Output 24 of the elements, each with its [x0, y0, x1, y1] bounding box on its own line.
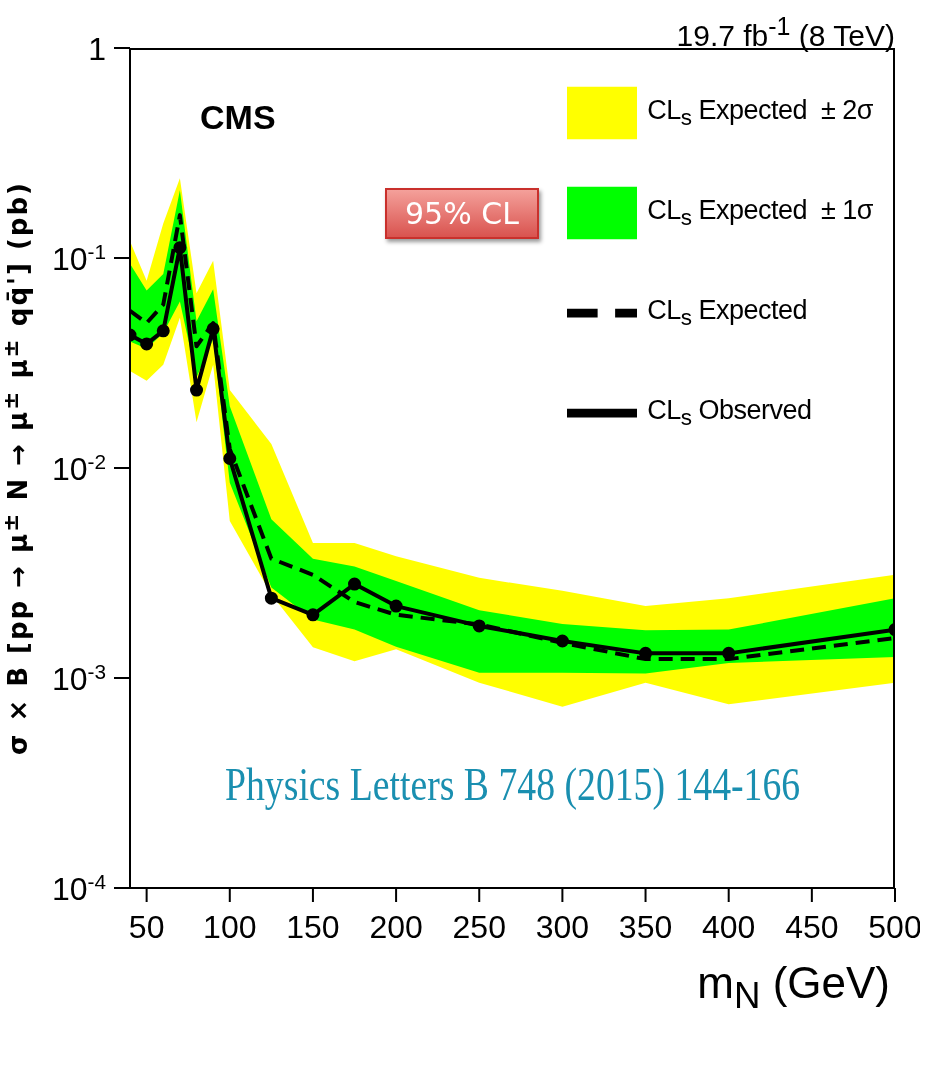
- y-tick-label: 10$^{-3}$: [51, 659, 106, 697]
- annotation: Physics Letters B 748 (2015) 144-166: [225, 759, 801, 810]
- legend-label: CL$_{s}$ Observed: [647, 394, 812, 431]
- y-tick-label: 10$^{-2}$: [51, 449, 106, 487]
- x-axis-title: m$_{N}$ (GeV): [697, 958, 890, 1016]
- x-tick-label: 100: [203, 909, 257, 945]
- y-tick-label: 10$^{-4}$: [51, 869, 106, 907]
- x-tick-label: 150: [286, 909, 340, 945]
- x-tick-label: 350: [618, 909, 673, 945]
- x-tick-label: 200: [369, 909, 423, 945]
- y-tick-label: 1: [88, 31, 106, 67]
- x-tick-label: 50: [128, 909, 165, 945]
- chart-subtitle: 19.7 fb$^{-1}$ (8 TeV): [676, 12, 895, 52]
- y-tick-label: 10$^{-1}$: [51, 239, 106, 277]
- legend-label: CL$_{s}$ Expected: [647, 294, 807, 331]
- x-tick-label: 300: [535, 909, 590, 945]
- x-tick-label: 500: [868, 909, 922, 945]
- x-tick-label: 250: [452, 909, 506, 945]
- annotation: 95% CL: [405, 196, 519, 231]
- legend-label: CL$_{s}$ Expected ± 2σ: [647, 94, 873, 131]
- legend-label: CL$_{s}$ Expected ± 1σ: [647, 194, 873, 231]
- x-tick-label: 450: [785, 909, 839, 945]
- x-tick-label: 400: [702, 909, 756, 945]
- annotation: CMS: [200, 98, 276, 136]
